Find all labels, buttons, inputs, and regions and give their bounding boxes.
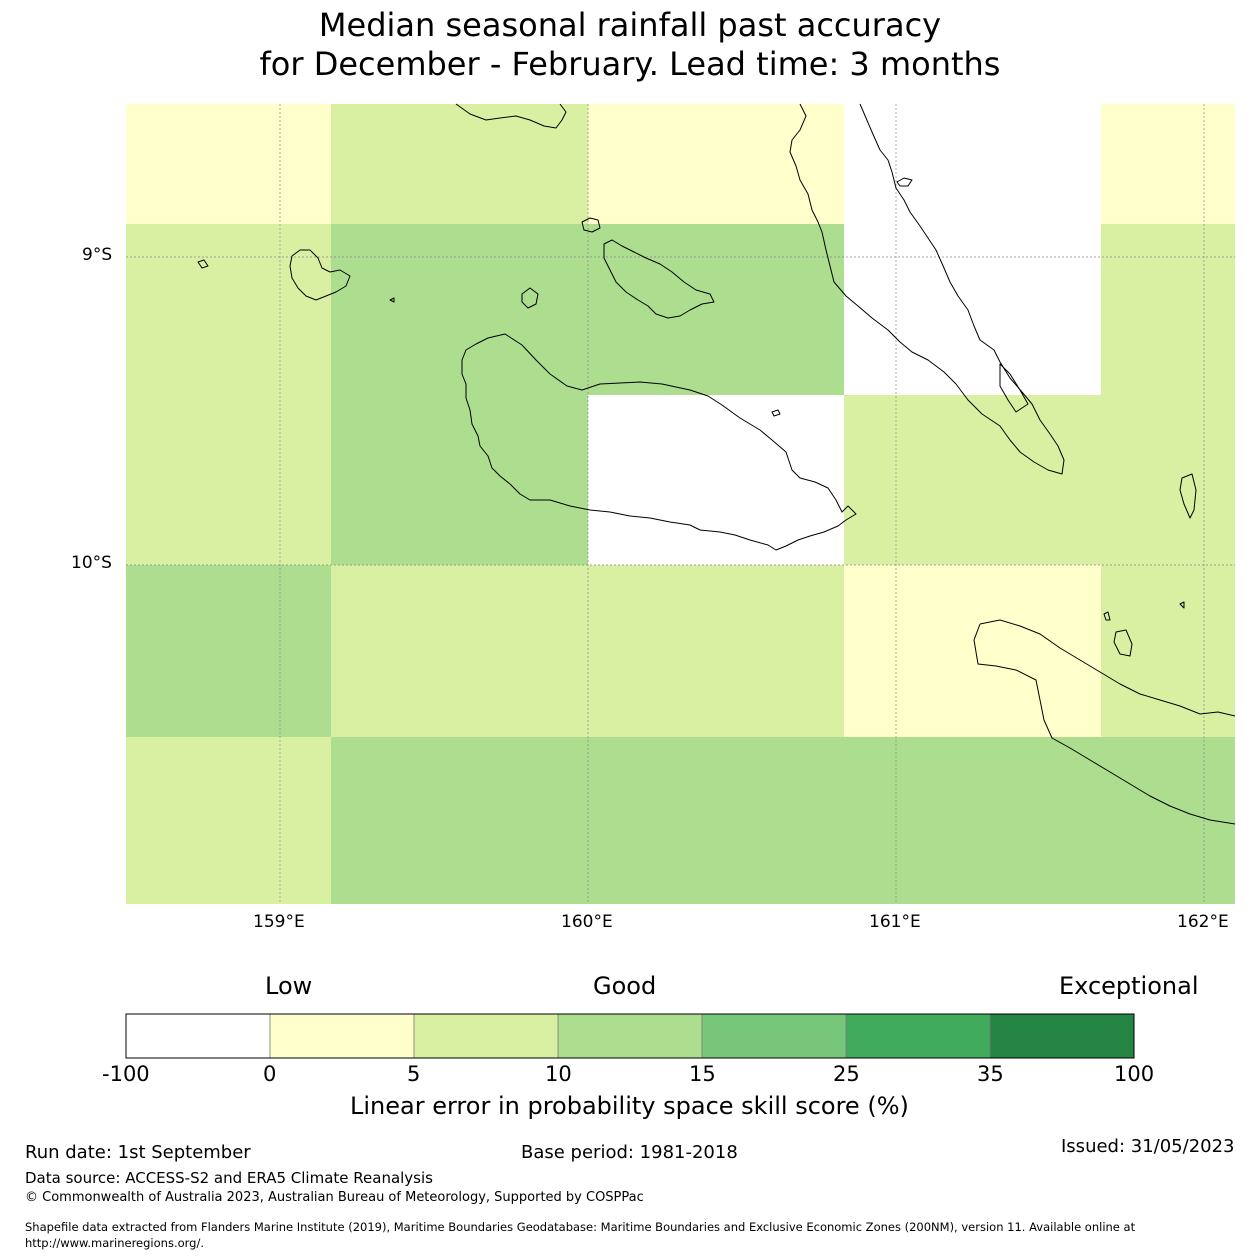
grid-cell — [844, 737, 1101, 904]
coastline-makira — [979, 619, 1236, 717]
colorbar-tick-label: 15 — [689, 1062, 716, 1086]
lat-label-9s: 9°S — [82, 245, 113, 265]
coastline-malaita — [789, 103, 1065, 475]
colorbar-tick-label: -100 — [102, 1062, 150, 1086]
grid-cell — [1101, 224, 1235, 395]
colorbar-tick-label: 0 — [263, 1062, 277, 1086]
coastline-small-island — [581, 217, 601, 233]
colorbar-segment — [558, 1014, 702, 1058]
colorbar — [125, 1013, 1135, 1059]
lon-label-162e: 162°E — [1177, 912, 1229, 932]
grid-cell — [588, 395, 844, 565]
base-period: Base period: 1981-2018 — [521, 1142, 738, 1163]
grid-cell — [844, 395, 1101, 565]
grid-cell — [126, 395, 331, 565]
coastline-small-island — [389, 297, 395, 303]
coastline-small-island — [197, 259, 209, 269]
grid-cell — [588, 565, 844, 737]
colorbar-label-exceptional: Exceptional — [1059, 972, 1199, 1000]
grid-cell — [126, 104, 331, 224]
shapefile-credit-line-2: http://www.marineregions.org/. — [25, 1236, 204, 1250]
grid-cell — [126, 565, 331, 737]
grid-cell — [1101, 104, 1235, 224]
grid-cell — [844, 565, 1101, 737]
grid-cell — [331, 395, 588, 565]
coastline-russell-islands — [289, 249, 351, 301]
colorbar-label-good: Good — [593, 972, 657, 1000]
coastline-small-island — [1179, 601, 1185, 609]
coastlines — [197, 103, 1236, 825]
chart-title-line-1: Median seasonal rainfall past accuracy — [318, 6, 942, 44]
data-source: Data source: ACCESS-S2 and ERA5 Climate … — [25, 1169, 433, 1187]
grid-cell — [1101, 565, 1235, 737]
coastline-small-island — [521, 287, 539, 309]
lat-label-10s: 10°S — [71, 553, 112, 573]
colorbar-frame — [125, 1013, 1135, 1059]
coastline-isabel — [455, 103, 567, 129]
grid-cell — [331, 224, 588, 395]
colorbar-segment — [270, 1014, 414, 1058]
coastline-small-island — [1103, 611, 1111, 621]
colorbar-tick-label: 35 — [977, 1062, 1004, 1086]
grid-cell — [588, 737, 844, 904]
grid-cell — [331, 104, 588, 224]
colorbar-tick-label: 25 — [833, 1062, 860, 1086]
colorbar-segment — [846, 1014, 990, 1058]
grid-cell — [844, 104, 1101, 224]
colorbar-tick-label: 100 — [1114, 1062, 1155, 1086]
issued-date: Issued: 31/05/2023 — [1061, 1136, 1235, 1157]
grid-cell — [588, 224, 844, 395]
graticule — [126, 104, 1235, 904]
grid-cell — [126, 737, 331, 904]
coastline-small-island — [896, 177, 913, 187]
shapefile-credit-line-1: Shapefile data extracted from Flanders M… — [25, 1220, 1136, 1234]
colorbar-segment — [702, 1014, 846, 1058]
coastline-small-island — [771, 409, 781, 417]
chart-title-line-2: for December - February. Lead time: 3 mo… — [259, 45, 1001, 83]
colorbar-axis-label: Linear error in probability space skill … — [350, 1092, 909, 1120]
grid-cell — [1101, 395, 1235, 565]
grid-cell — [588, 104, 844, 224]
coastline-small-island — [1113, 629, 1133, 657]
coastline-makira — [973, 623, 1236, 825]
lon-label-160e: 160°E — [561, 912, 613, 932]
colorbar-segment — [414, 1014, 558, 1058]
coastline-florida-islands — [603, 239, 715, 319]
copyright: © Commonwealth of Australia 2023, Austra… — [25, 1190, 644, 1205]
colorbar-label-low: Low — [265, 972, 313, 1000]
colorbar-tick-label: 10 — [545, 1062, 572, 1086]
grid-cell — [844, 224, 1101, 395]
colorbar-tick-label: 5 — [407, 1062, 421, 1086]
colorbar-segment — [990, 1014, 1134, 1058]
coastline-guadalcanal — [461, 333, 857, 551]
coastline-small-island — [1179, 473, 1197, 519]
lon-label-159e: 159°E — [253, 912, 305, 932]
skill-grid — [126, 104, 1235, 904]
run-date: Run date: 1st September — [25, 1142, 251, 1163]
coastline-small-island — [999, 363, 1029, 413]
colorbar-segment — [126, 1014, 270, 1058]
grid-cell — [331, 737, 588, 904]
grid-cell — [331, 565, 588, 737]
lon-label-161e: 161°E — [869, 912, 921, 932]
